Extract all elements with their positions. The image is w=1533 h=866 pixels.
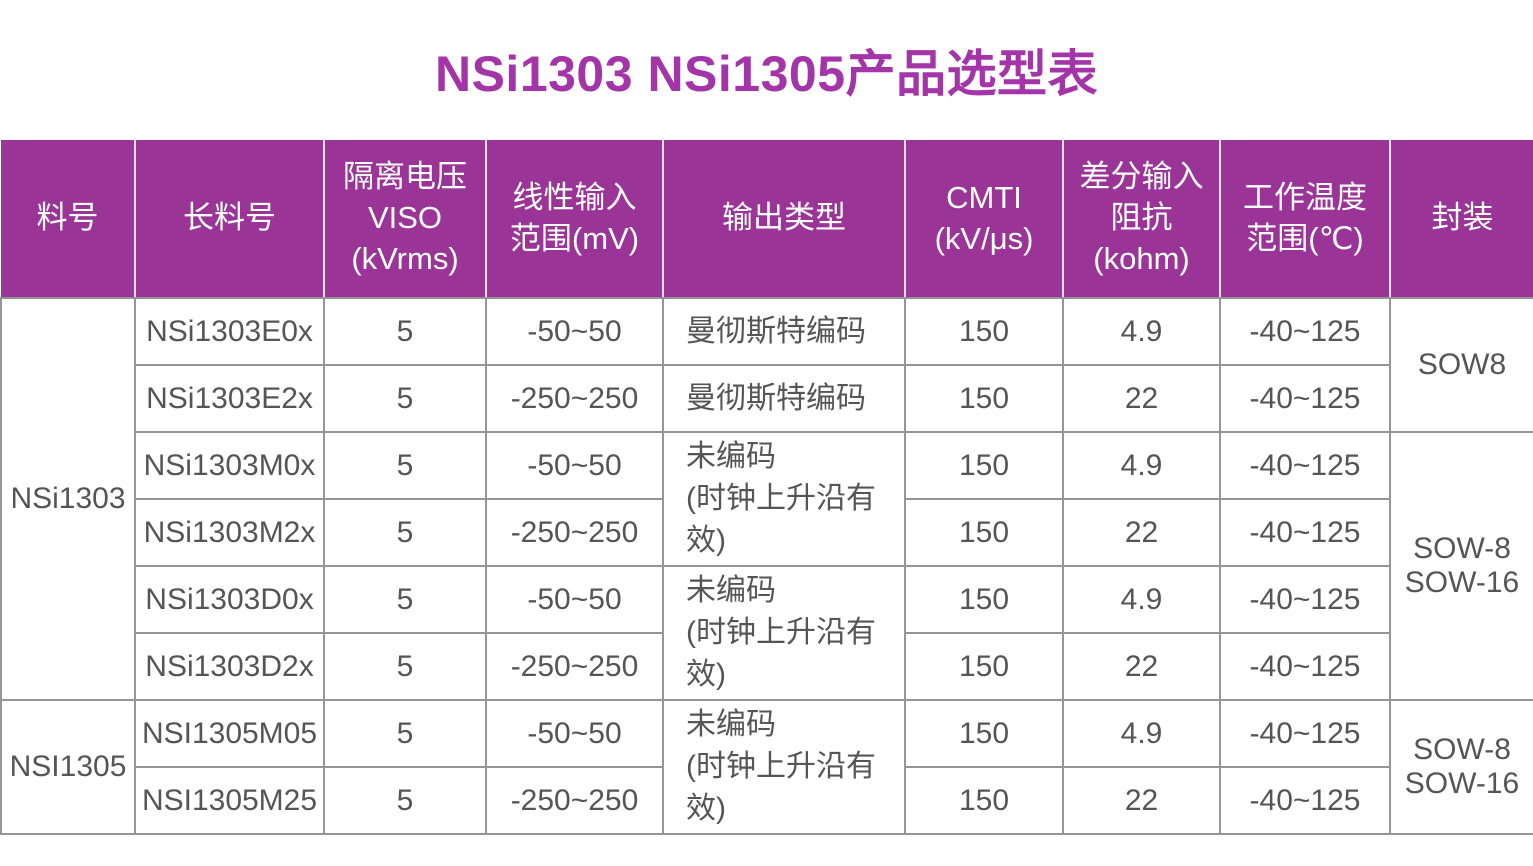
header-cmti: CMTI (kV/μs)	[905, 140, 1064, 299]
part-number-cell: NSi1303M2x	[134, 498, 325, 567]
part-number-cell: NSi1303E0x	[134, 297, 325, 366]
viso-cell: 5	[323, 699, 487, 768]
table-row: NSi1303M0x 5 -50~50 未编码 (时钟上升沿有效) 150 4.…	[1, 431, 1533, 701]
input-range-cell: -250~250	[485, 632, 664, 701]
viso-cell: 5	[323, 766, 487, 835]
impedance-cell: 4.9	[1062, 565, 1221, 634]
part-number-cell: NSI1305M05	[134, 699, 325, 768]
impedance-cell: 22	[1062, 766, 1221, 835]
header-isolation-voltage: 隔离电压 VISO (kVrms)	[324, 140, 487, 299]
table-row: NSi1303 NSi1303E0x 5 -50~50 曼彻斯特编码 150 4…	[0, 297, 1533, 701]
cmti-cell: 150	[904, 766, 1064, 835]
table-row: NSi1303M2x 5 -250~250 150 22 -40~125	[1, 498, 1533, 567]
input-range-cell: -250~250	[485, 364, 664, 433]
cmti-cell: 150	[904, 364, 1064, 433]
input-range-cell: -50~50	[485, 565, 664, 634]
impedance-cell: 4.9	[1062, 431, 1221, 500]
temp-range-cell: -40~125	[1219, 766, 1391, 835]
temp-range-cell: -40~125	[1219, 364, 1391, 433]
output-type-cell: 未编码 (时钟上升沿有效)	[662, 565, 906, 701]
part-number-cell: NSi1303M0x	[134, 431, 325, 500]
header-package: 封装	[1390, 140, 1533, 299]
impedance-cell: 22	[1062, 632, 1221, 701]
part-number-cell: NSi1303D0x	[134, 565, 325, 634]
temp-range-cell: -40~125	[1219, 498, 1391, 567]
input-range-cell: -50~50	[485, 431, 664, 500]
header-linear-input-range: 线性输入 范围(mV)	[486, 140, 664, 299]
header-row: 料号 长料号 隔离电压 VISO (kVrms) 线性输入 范围(mV) 输出类…	[1, 140, 1533, 299]
family-cell-nsi1305: NSI1305	[0, 699, 136, 835]
viso-cell: 5	[323, 364, 487, 433]
table-header: 料号 长料号 隔离电压 VISO (kVrms) 线性输入 范围(mV) 输出类…	[1, 140, 1533, 299]
table-row: NSi1303D0x 5 -50~50 未编码 (时钟上升沿有效) 150 4.…	[1, 565, 1533, 701]
viso-cell: 5	[323, 565, 487, 634]
temp-range-cell: -40~125	[1219, 431, 1391, 500]
part-number-cell: NSi1303D2x	[134, 632, 325, 701]
table-row: NSI1305 NSI1305M05 5 -50~50 未编码 (时钟上升沿有效…	[0, 699, 1533, 835]
temp-range-cell: -40~125	[1219, 565, 1391, 634]
cmti-cell: 150	[904, 297, 1064, 366]
impedance-cell: 22	[1062, 364, 1221, 433]
family-cell-nsi1303: NSi1303	[0, 297, 136, 701]
product-selection-table: 料号 长料号 隔离电压 VISO (kVrms) 线性输入 范围(mV) 输出类…	[0, 140, 1533, 835]
header-operating-temp-range: 工作温度 范围(℃)	[1220, 140, 1391, 299]
part-number-cell: NSi1303E2x	[134, 364, 325, 433]
input-range-cell: -250~250	[485, 766, 664, 835]
output-type-cell: 曼彻斯特编码	[662, 364, 906, 433]
cmti-cell: 150	[904, 565, 1064, 634]
temp-range-cell: -40~125	[1219, 297, 1391, 366]
output-type-cell: 未编码 (时钟上升沿有效)	[662, 431, 906, 567]
header-output-type: 输出类型	[663, 140, 906, 299]
temp-range-cell: -40~125	[1219, 699, 1391, 768]
input-range-cell: -250~250	[485, 498, 664, 567]
header-part-family: 料号	[1, 140, 136, 299]
cmti-cell: 150	[904, 632, 1064, 701]
viso-cell: 5	[323, 498, 487, 567]
cmti-cell: 150	[904, 431, 1064, 500]
header-differential-input-impedance: 差分输入 阻抗 (kohm)	[1063, 140, 1221, 299]
table-row: NSi1303D2x 5 -250~250 150 22 -40~125	[1, 632, 1533, 701]
output-type-cell: 未编码 (时钟上升沿有效)	[662, 699, 906, 835]
temp-range-cell: -40~125	[1219, 632, 1391, 701]
package-cell-sow8-sow16: SOW-8 SOW-16	[1389, 699, 1533, 835]
impedance-cell: 22	[1062, 498, 1221, 567]
table-body: NSi1303 NSi1303E0x 5 -50~50 曼彻斯特编码 150 4…	[0, 297, 1533, 835]
output-type-cell: 曼彻斯特编码	[662, 297, 906, 366]
cmti-cell: 150	[904, 498, 1064, 567]
header-long-part-number: 长料号	[135, 140, 325, 299]
part-number-cell: NSI1305M25	[134, 766, 325, 835]
cmti-cell: 150	[904, 699, 1064, 768]
viso-cell: 5	[323, 431, 487, 500]
page-title: NSi1303 NSi1305产品选型表	[434, 46, 1099, 102]
table-row: NSi1303E2x 5 -250~250 曼彻斯特编码 150 22 -40~…	[1, 364, 1533, 433]
impedance-cell: 4.9	[1062, 297, 1221, 366]
impedance-cell: 4.9	[1062, 699, 1221, 768]
input-range-cell: -50~50	[485, 699, 664, 768]
table-row: NSI1305M25 5 -250~250 150 22 -40~125	[1, 766, 1533, 835]
package-cell-sow8: SOW8	[1389, 297, 1533, 433]
package-cell-sow8-sow16: SOW-8 SOW-16	[1389, 431, 1533, 701]
viso-cell: 5	[323, 297, 487, 366]
viso-cell: 5	[323, 632, 487, 701]
input-range-cell: -50~50	[485, 297, 664, 366]
